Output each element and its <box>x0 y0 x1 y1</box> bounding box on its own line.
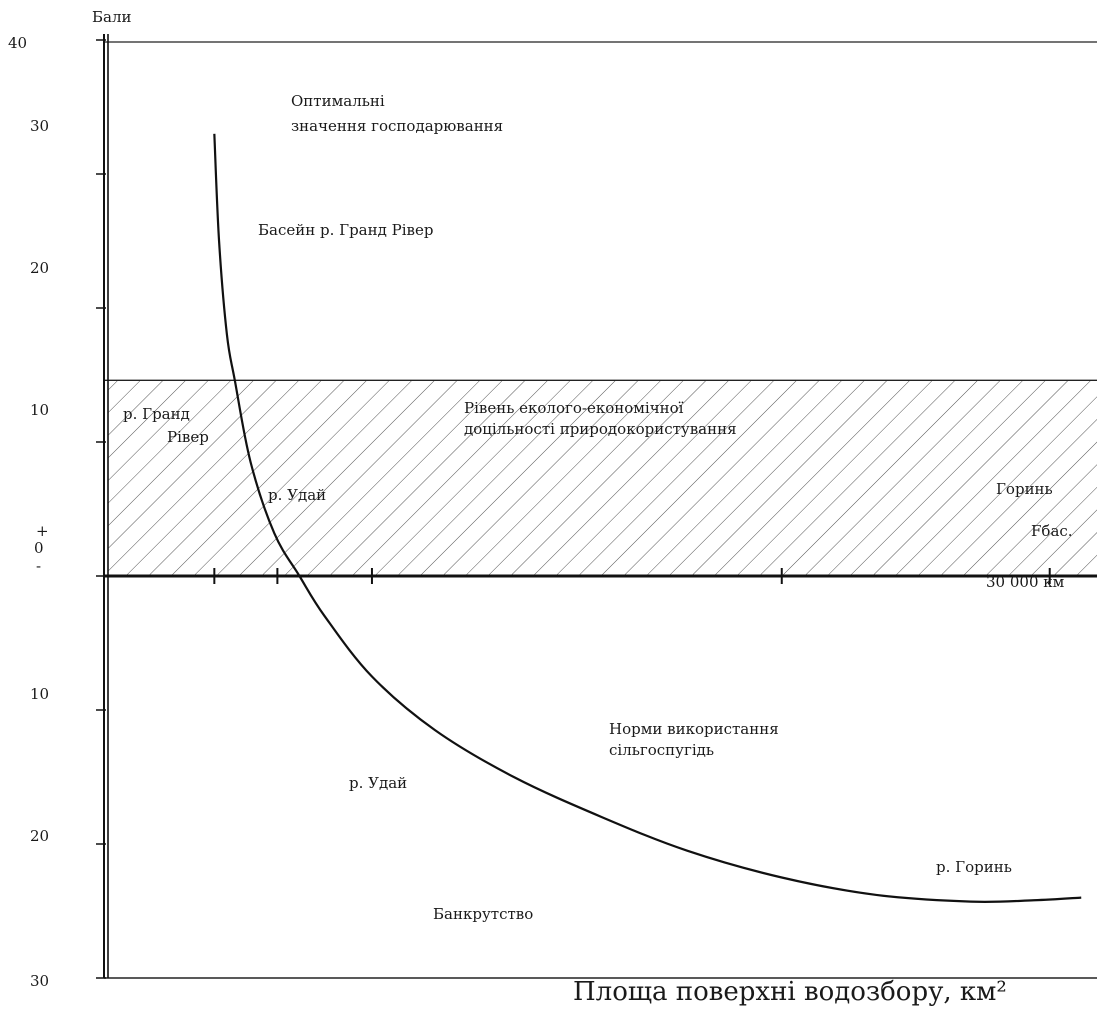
y-tick-label: 0 <box>34 539 44 557</box>
feasibility-band <box>108 380 1097 576</box>
x-tick-label: 30 000 км <box>986 573 1065 591</box>
y-tick-label: 10 <box>30 685 49 703</box>
annotation-horyn-lower: р. Горинь <box>936 858 1012 876</box>
y-tick-label: 30 <box>30 117 49 135</box>
y-axis-ticks <box>96 39 106 979</box>
annotation-grand-river: р. Гранд Рівер <box>123 405 209 446</box>
y-tick-label: 20 <box>30 259 49 277</box>
annotation-grand-river-basin: Басейн р. Гранд Рівер <box>258 221 433 239</box>
y-tick-label: 40 <box>8 34 27 52</box>
annotation-land-use-norms: Норми використання сільгоспугідь <box>609 720 783 759</box>
annotation-horyn-upper: Горинь <box>996 480 1053 498</box>
annotation-bankruptcy: Банкрутство <box>433 905 533 923</box>
y-tick-label: 20 <box>30 827 49 845</box>
annotation-optimal: Оптимальні значення господарювання <box>291 92 503 135</box>
annotation-uday-lower: р. Удай <box>349 774 407 792</box>
y-sign-minus: - <box>36 557 41 575</box>
y-sign-plus: + <box>36 522 49 540</box>
y-axis-label: Бали <box>92 8 132 26</box>
x-axis-ticks <box>213 568 1051 584</box>
annotation-uday-upper: р. Удай <box>268 486 326 504</box>
annotation-feasibility-level: Рівень еколого-економічної доцільності п… <box>464 399 737 438</box>
annotation-f-bas: Fбас. <box>1031 522 1073 540</box>
y-tick-label: 30 <box>30 972 49 990</box>
x-axis-label: Площа поверхні водозбору, км² <box>573 977 1007 1007</box>
series-line <box>213 133 1082 903</box>
y-tick-label: 10 <box>30 401 49 419</box>
